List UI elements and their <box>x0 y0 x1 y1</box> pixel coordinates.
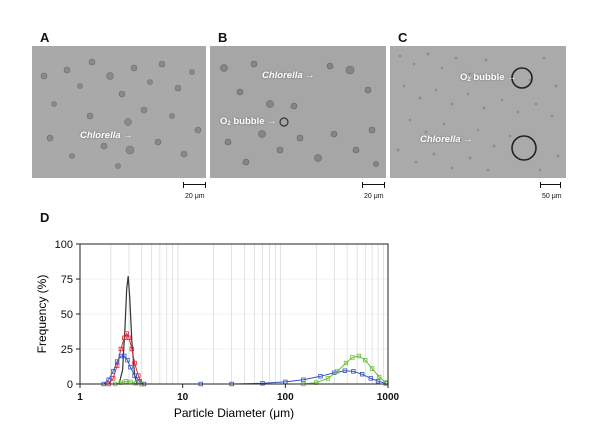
series-blue-point <box>128 364 133 370</box>
series-green-point <box>369 366 375 371</box>
y-tick-label: 75 <box>61 274 73 286</box>
series-green-point <box>356 353 362 359</box>
series-green-point <box>325 376 331 381</box>
chlorella-label-a: Chlorella → <box>80 130 133 141</box>
series-red-point <box>118 346 124 352</box>
series-green-point <box>350 355 355 360</box>
series-red <box>106 331 145 387</box>
series-green-point <box>334 369 340 374</box>
series-red-point <box>132 360 137 366</box>
series-blue-point <box>122 353 127 359</box>
series-red-point <box>110 376 116 381</box>
series-red-point <box>124 331 129 336</box>
micrograph-c: O2 bubble → Chlorella → <box>390 46 566 178</box>
micrograph-a-cells <box>32 46 206 178</box>
series-blue-point <box>351 369 356 374</box>
scale-bar-a <box>183 182 206 188</box>
panel-a-letter: A <box>40 30 50 45</box>
particle-size-chart: 1 10 100 1000 0 25 50 75 100 Particle Diameter (… <box>35 239 400 420</box>
series-green <box>112 353 388 387</box>
series-blue-point <box>368 376 374 381</box>
series-green-line <box>115 380 142 385</box>
y-tick-label: 100 <box>55 239 73 251</box>
x-tick-label: 1000 <box>377 392 400 403</box>
x-tick-label: 1 <box>77 392 83 403</box>
series-red-point <box>122 335 127 340</box>
x-tick-label: 100 <box>277 392 294 403</box>
chart-grid <box>80 244 388 384</box>
series-blue-point <box>125 357 130 363</box>
scale-text-b: 20 μm <box>364 193 384 200</box>
series-blue-point <box>114 359 120 364</box>
series-blue-point <box>359 371 365 377</box>
series-blue-point <box>132 373 137 378</box>
scale-bar-b <box>362 182 385 188</box>
series-blue-point <box>342 368 348 373</box>
series-red-point <box>129 346 135 352</box>
micrograph-b-cells <box>210 46 386 178</box>
y-tick-label: 0 <box>67 379 73 391</box>
series-red-point <box>126 335 132 340</box>
panel-d-letter: D <box>40 210 50 225</box>
series-green-line <box>303 355 387 385</box>
series-blue-point <box>375 378 381 384</box>
series-green-point <box>363 357 368 363</box>
series-blue-point <box>106 377 111 382</box>
chlorella-label-b: Chlorella → <box>262 70 315 81</box>
series-green-point <box>133 381 139 386</box>
series-blue-point <box>260 381 265 386</box>
y-axis-label: Frequency (%) <box>35 275 49 354</box>
y-tick-label: 25 <box>61 344 73 356</box>
series-blue-point <box>301 377 306 382</box>
y-tick-label: 50 <box>61 309 73 321</box>
scale-text-c: 50 μm <box>542 193 562 200</box>
series-black <box>118 276 138 385</box>
series-green-point <box>123 378 129 384</box>
micrograph-a: Chlorella → <box>32 46 206 178</box>
series-blue-point <box>318 374 323 379</box>
chlorella-label-c: Chlorella → <box>420 134 473 145</box>
series-blue-line <box>200 370 386 385</box>
scale-bar-c <box>540 182 561 188</box>
panel-b-letter: B <box>218 30 228 45</box>
series-blue-point <box>110 369 116 374</box>
x-tick-label: 10 <box>177 392 189 403</box>
micrograph-c-cells <box>390 46 566 178</box>
scale-text-a: 20 μm <box>185 193 205 200</box>
o2-bubble-label-c: O2 bubble → <box>460 72 517 83</box>
series-green-point <box>376 374 382 380</box>
series-black-line <box>118 276 138 385</box>
x-axis-label: Particle Diameter (μm) <box>174 406 294 420</box>
chart-series <box>101 276 388 387</box>
series-red-line <box>108 332 143 385</box>
panel-c-letter: C <box>398 30 408 45</box>
o2-bubble-label-b: O2 bubble → <box>220 116 277 127</box>
chart-ticks: 1 10 100 1000 0 25 50 75 100 <box>55 239 400 403</box>
series-green-point <box>343 360 349 366</box>
micrograph-b: Chlorella → O2 bubble → <box>210 46 386 178</box>
